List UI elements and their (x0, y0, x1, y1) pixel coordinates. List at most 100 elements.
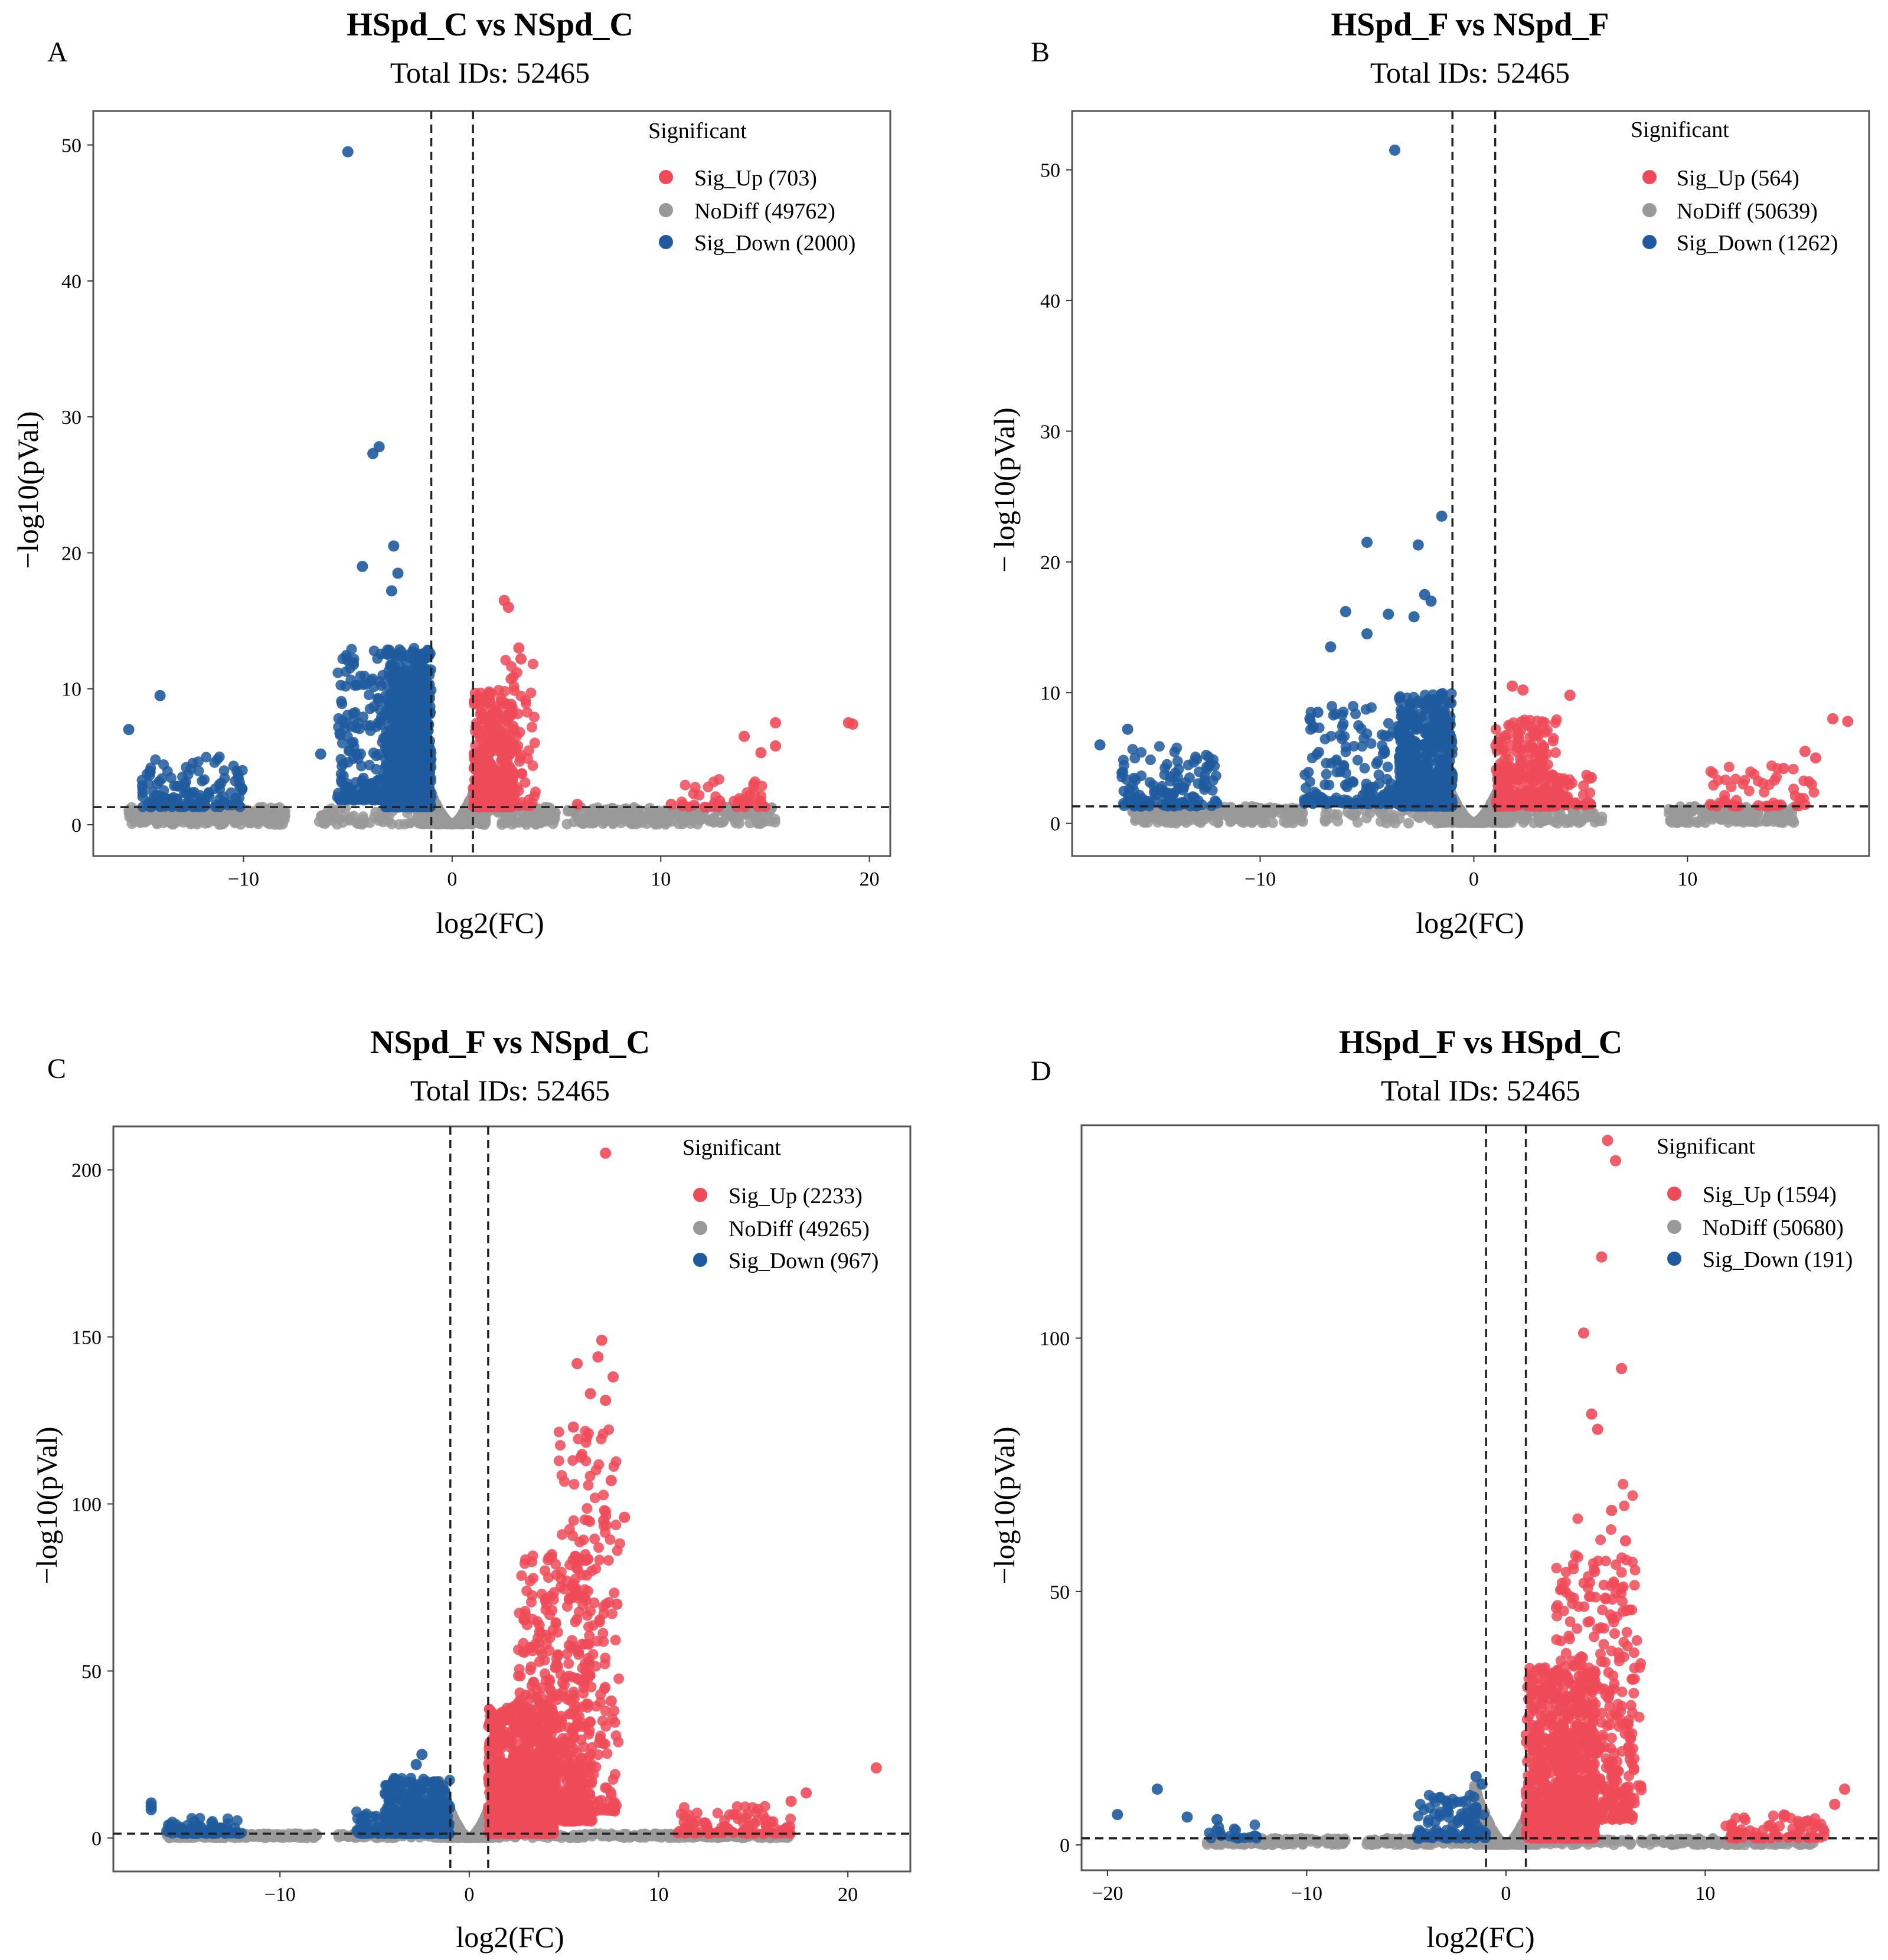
y-tick-label: 10 (1040, 682, 1060, 704)
point-nodiff (634, 812, 645, 823)
y-tick-label: 30 (61, 407, 81, 429)
legend-item-down: Sig_Down (2000) (694, 231, 855, 256)
point-down (346, 643, 357, 655)
point-down (400, 677, 411, 688)
point-down (384, 697, 395, 708)
legend-marker-down (659, 235, 673, 249)
point-up (515, 653, 527, 665)
point-up (485, 736, 497, 747)
y-tick-label: 30 (1040, 421, 1060, 443)
panel-b: B HSpd_F vs NSpd_F Total IDs: 52465 −10 0… (988, 6, 1870, 939)
legend-title: Significant (648, 119, 747, 143)
point-up (770, 740, 782, 752)
point-down (372, 693, 383, 704)
point-up (499, 697, 510, 708)
point-nodiff (497, 816, 508, 828)
point-down (218, 765, 230, 776)
point-down (145, 766, 156, 778)
point-down (388, 540, 400, 552)
point-down (386, 585, 397, 597)
point-down (209, 757, 220, 768)
point-down (165, 793, 177, 805)
point-down (400, 743, 411, 754)
point-nodiff (334, 814, 345, 825)
point-down (154, 690, 166, 701)
x-tick-label: −10 (228, 868, 259, 890)
point-down (414, 787, 426, 798)
point-down (388, 678, 400, 690)
point-down (391, 772, 403, 782)
legend-item-nodiff: NoDiff (49762) (694, 199, 835, 224)
point-up (571, 799, 583, 810)
point-down (383, 665, 394, 677)
x-axis: −10 0 10 20 (228, 856, 880, 890)
point-down (204, 791, 215, 802)
point-down (192, 756, 204, 767)
point-up (510, 800, 521, 811)
point-up (508, 720, 519, 731)
x-axis-label: log2(FC) (436, 906, 544, 939)
point-nodiff (718, 816, 729, 827)
point-nodiff (132, 814, 143, 825)
point-up (511, 730, 522, 741)
point-nodiff (230, 815, 241, 827)
point-nodiff (189, 817, 200, 828)
point-up (493, 685, 504, 696)
legend-marker-up (659, 170, 673, 184)
point-up (527, 658, 538, 669)
point-down (336, 695, 347, 707)
point-down (152, 779, 163, 790)
point-down (374, 704, 386, 716)
point-nodiff (524, 815, 535, 826)
point-down (158, 759, 169, 770)
point-up (847, 718, 858, 730)
point-up (523, 800, 534, 811)
point-up (513, 642, 525, 654)
point-up (484, 759, 495, 770)
point-up (520, 695, 531, 706)
point-up (472, 727, 484, 739)
y-tick-label: 0 (1050, 814, 1060, 835)
point-up (713, 774, 724, 785)
point-down (335, 775, 347, 786)
point-down (424, 763, 436, 775)
point-down (344, 788, 355, 799)
point-down (179, 787, 190, 798)
point-up (472, 781, 484, 792)
point-up (770, 717, 782, 729)
point-up (526, 721, 537, 733)
x-tick-label: 20 (860, 868, 880, 890)
point-nodiff (535, 818, 546, 829)
point-up (515, 750, 527, 760)
point-down (348, 659, 360, 670)
point-down (384, 644, 395, 655)
point-down (416, 648, 427, 659)
x-tick-label: −10 (1244, 868, 1276, 890)
point-down (409, 721, 420, 732)
chart-subtitle: Total IDs: 52465 (1370, 56, 1570, 89)
y-tick-label: 50 (61, 135, 81, 157)
point-down (408, 771, 419, 782)
point-down (420, 775, 432, 786)
point-up (493, 729, 504, 740)
point-down (340, 681, 351, 692)
point-up (739, 730, 750, 742)
panel-a: A HSpd_C vs NSpd_C Total IDs: 52465 −10 0… (11, 6, 891, 939)
point-nodiff (394, 819, 405, 830)
point-down (376, 680, 387, 691)
point-down (335, 754, 347, 765)
point-up (499, 772, 510, 783)
point-down (169, 780, 180, 792)
point-up (521, 707, 533, 718)
point-nodiff (605, 812, 616, 823)
point-nodiff (348, 811, 360, 822)
point-down (367, 447, 379, 459)
panel-letter: B (1031, 37, 1050, 68)
panel-letter: A (47, 37, 68, 68)
point-up (508, 681, 520, 692)
point-down (390, 795, 401, 806)
point-down (342, 146, 354, 158)
y-tick-label: 50 (1040, 160, 1060, 182)
